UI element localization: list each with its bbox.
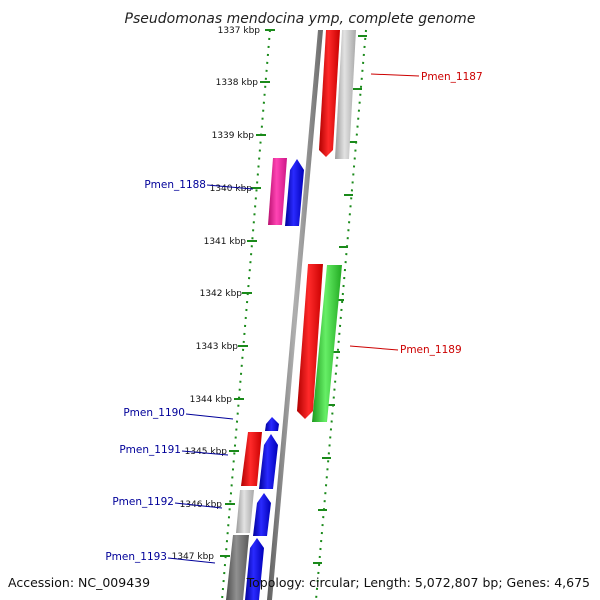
tick-label: 1347 kbp (172, 552, 215, 562)
genes[interactable] (226, 30, 356, 600)
accession-text: Accession: NC_009439 (8, 575, 151, 590)
leader-line-pmen-1188 (206, 184, 254, 190)
gene-pmen-1187-red[interactable] (319, 30, 340, 157)
genome-backbone (267, 30, 323, 600)
gene-pmen-1192-blue[interactable] (253, 493, 271, 536)
gene-pmen-1188-magenta[interactable] (268, 158, 287, 225)
tick-label: 1337 kbp (218, 26, 261, 36)
tick-label: 1338 kbp (216, 78, 259, 88)
gene-pmen-1189-green[interactable] (312, 265, 342, 422)
gene-label-pmen-1188[interactable]: Pmen_1188 (144, 179, 206, 191)
tick-label: 1346 kbp (180, 500, 223, 510)
gene-label-pmen-1190[interactable]: Pmen_1190 (123, 407, 185, 419)
tick-label: 1341 kbp (204, 237, 247, 247)
gene-label-pmen-1189[interactable]: Pmen_1189 (400, 344, 462, 356)
genome-title: Pseudomonas mendocina ymp, complete geno… (125, 11, 476, 27)
gene-label-pmen-1191[interactable]: Pmen_1191 (119, 444, 181, 456)
tick-label: 1343 kbp (196, 342, 239, 352)
tick-label: 1342 kbp (200, 289, 243, 299)
scale-ticks (220, 29, 367, 564)
gene-pmen-1192-gray[interactable] (236, 490, 254, 533)
gene-label-pmen-1192[interactable]: Pmen_1192 (112, 496, 174, 508)
tick-label: 1344 kbp (190, 395, 233, 405)
gene-pmen-1187-gray[interactable] (335, 30, 356, 159)
gene-pmen-1191-red[interactable] (241, 432, 262, 486)
tick-label: 1345 kbp (185, 447, 228, 457)
leader-line-pmen-1191 (181, 450, 229, 456)
gene-label-pmen-1193[interactable]: Pmen_1193 (105, 551, 167, 563)
tick-label: 1340 kbp (210, 184, 253, 194)
leader-line-pmen-1192 (174, 502, 223, 509)
gene-pmen-1191-blue[interactable] (259, 434, 278, 489)
gene-pmen-1193-dark-gray[interactable] (226, 535, 249, 600)
gene-pmen-1189-red[interactable] (297, 264, 323, 419)
leader-line-pmen-1187 (370, 73, 420, 77)
gene-pmen-1188-blue[interactable] (285, 159, 304, 226)
leader-lines (167, 73, 420, 564)
leader-line-pmen-1189 (349, 345, 399, 351)
gene-label-pmen-1187[interactable]: Pmen_1187 (421, 71, 483, 83)
gene-pmen-1190-blue[interactable] (265, 417, 279, 431)
gene-pmen-1193-blue[interactable] (245, 538, 264, 600)
tick-label: 1339 kbp (212, 131, 255, 141)
gene-labels[interactable]: Pmen_1187 Pmen_1188 Pmen_1189 Pmen_1190 … (105, 71, 482, 563)
leader-line-pmen-1193 (167, 557, 216, 564)
leader-line-pmen-1190 (185, 413, 234, 420)
genome-info-text: Topology: circular; Length: 5,072,807 bp… (246, 575, 590, 590)
scale-labels: 1337 kbp 1338 kbp 1339 kbp 1340 kbp 1341… (172, 26, 261, 562)
